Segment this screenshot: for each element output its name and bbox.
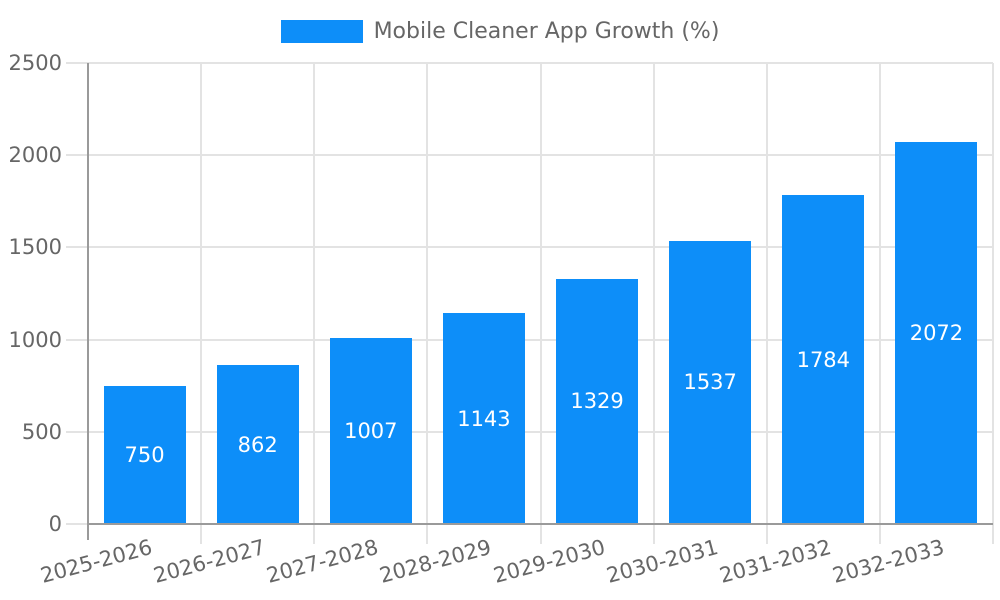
bar-value-label: 1537 [683, 370, 737, 395]
x-gridline [200, 63, 203, 524]
bar [556, 278, 639, 524]
y-tick [66, 523, 88, 525]
x-tick-label: 2028-2029 [377, 535, 495, 588]
x-tick [539, 524, 542, 544]
bar-value-label: 1329 [570, 389, 624, 414]
y-gridline [66, 430, 993, 433]
y-tick-label: 0 [48, 512, 62, 536]
y-tick-label: 500 [21, 419, 62, 444]
y-tick-label: 1500 [8, 235, 62, 260]
x-tick-label: 2026-2027 [151, 535, 268, 588]
x-gridline [539, 63, 542, 524]
x-gridline [313, 63, 316, 524]
bar [103, 385, 186, 524]
bar-value-label: 2072 [909, 320, 964, 345]
x-gridline [426, 63, 429, 524]
legend: Mobile Cleaner App Growth (%) [0, 20, 1000, 43]
x-tick [992, 524, 994, 544]
bar [895, 141, 978, 524]
bar [216, 365, 299, 524]
bar-value-label: 1143 [457, 406, 511, 431]
plot-area: 0 500 1000 1500 2000 2500 750 862 1007 1143 1329 15… [9, 51, 994, 588]
bar [329, 338, 412, 524]
x-tick-label: 2025-2026 [37, 535, 155, 588]
x-tick-label: 2032-2033 [829, 535, 947, 588]
bar [442, 313, 525, 524]
x-tick-label: 2029-2030 [490, 535, 608, 588]
x-tick [765, 524, 768, 544]
legend-swatch [280, 20, 363, 43]
y-gridline [66, 246, 993, 249]
x-gridline [652, 63, 655, 524]
x-tick [200, 524, 203, 544]
x-tick [313, 524, 316, 544]
y-gridline [66, 154, 993, 157]
x-tick-label: 2027-2028 [264, 535, 382, 588]
y-gridline [66, 338, 993, 341]
x-tick [878, 524, 881, 544]
bar-value-label: 750 [124, 442, 165, 467]
y-gridline [66, 62, 993, 64]
x-tick-label: 2030-2031 [603, 535, 721, 588]
bar-value-label: 1784 [796, 347, 851, 372]
x-gridline [878, 63, 881, 524]
bar [669, 240, 752, 524]
x-axis-line [87, 523, 993, 525]
x-gridline [992, 63, 994, 524]
y-axis-line [87, 63, 89, 540]
x-tick [426, 524, 429, 544]
y-tick-label: 2000 [8, 143, 62, 168]
x-gridline [765, 63, 768, 524]
bar-value-label: 862 [237, 432, 278, 457]
y-tick-label: 1000 [8, 327, 62, 352]
bar-value-label: 1007 [344, 419, 398, 444]
x-tick [652, 524, 655, 544]
bar [782, 195, 865, 524]
legend-label: Mobile Cleaner App Growth (%) [373, 19, 720, 44]
y-tick-label: 2500 [8, 51, 62, 75]
x-tick-label: 2031-2032 [716, 535, 834, 588]
